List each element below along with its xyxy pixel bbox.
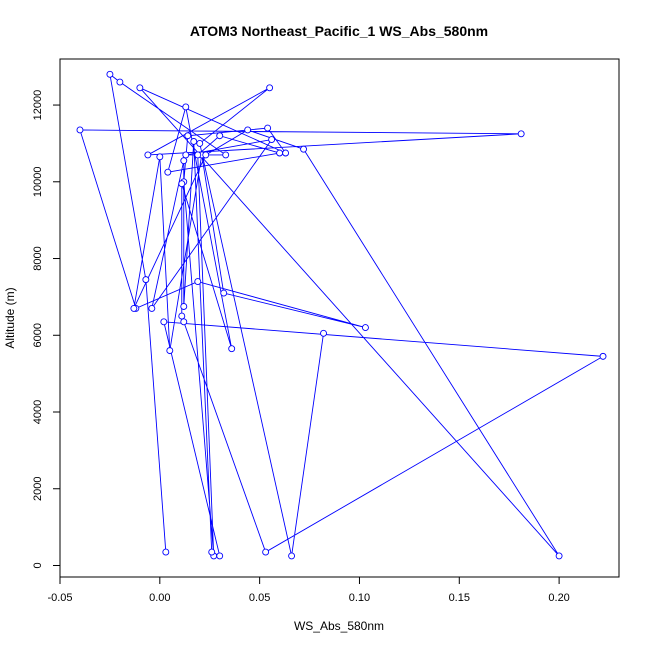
y-tick-label: 4000 — [32, 400, 44, 424]
data-point — [160, 318, 168, 326]
data-point — [555, 552, 563, 560]
x-tick-label: 0.00 — [149, 592, 170, 604]
data-point — [116, 78, 124, 86]
data-point — [202, 151, 210, 159]
data-point — [190, 138, 198, 145]
series-line — [79, 73, 605, 557]
data-point — [180, 318, 188, 326]
data-point — [178, 180, 186, 188]
data-point — [180, 157, 188, 165]
data-point — [244, 126, 252, 134]
x-tick-label: 0.20 — [548, 592, 569, 604]
data-point — [222, 151, 230, 159]
data-point — [162, 548, 170, 556]
data-point — [264, 124, 272, 132]
y-tick-label: 12000 — [32, 90, 44, 121]
data-point — [178, 312, 186, 320]
plot-frame — [59, 58, 620, 578]
data-point — [216, 132, 224, 140]
data-point — [106, 70, 114, 78]
data-point — [599, 352, 607, 360]
chart-title: ATOM3 Northeast_Pacific_1 WS_Abs_580nm — [190, 23, 488, 39]
data-point — [216, 552, 224, 560]
data-point — [194, 151, 202, 159]
data-point — [130, 304, 138, 312]
data-point — [288, 552, 296, 560]
data-point — [220, 289, 228, 297]
y-tick-label: 10000 — [32, 166, 44, 197]
y-axis: 0 2000 4000 6000 8000 10000 12000 — [32, 90, 61, 569]
data-point — [76, 126, 84, 134]
x-tick-label: 0.10 — [349, 592, 370, 604]
y-axis-label: Altitude (m) — [3, 287, 17, 348]
data-point — [180, 303, 188, 310]
data-point — [196, 139, 204, 147]
data-point — [182, 151, 190, 159]
data-point — [156, 153, 164, 161]
data-point — [208, 548, 216, 556]
data-point — [136, 84, 144, 92]
data-point — [266, 84, 274, 92]
data-point — [228, 345, 236, 353]
data-point — [166, 347, 174, 355]
data-point — [262, 548, 270, 556]
x-tick-label: 0.15 — [449, 592, 470, 604]
y-tick-label: 6000 — [32, 323, 44, 347]
data-point — [282, 149, 290, 157]
data-point — [194, 278, 202, 285]
data-point — [300, 145, 308, 153]
data-point — [517, 130, 525, 138]
data-point — [276, 149, 284, 157]
x-axis: -0.05 0.00 0.05 0.10 0.15 0.20 — [47, 576, 570, 604]
x-axis-label: WS_Abs_580nm — [294, 619, 384, 633]
data-point — [142, 276, 150, 284]
data-point — [184, 132, 192, 140]
data-point — [268, 136, 276, 144]
series-layer — [76, 70, 607, 560]
data-point — [164, 168, 172, 176]
data-point — [362, 324, 369, 332]
x-tick-label: 0.05 — [249, 592, 270, 604]
data-point — [144, 151, 152, 159]
data-point — [148, 304, 156, 312]
y-tick-label: 8000 — [32, 246, 44, 270]
x-tick-label: -0.05 — [47, 592, 72, 604]
y-tick-label: 2000 — [32, 477, 44, 501]
data-point — [182, 103, 190, 111]
y-tick-label: 0 — [32, 562, 44, 568]
data-point — [320, 329, 327, 337]
